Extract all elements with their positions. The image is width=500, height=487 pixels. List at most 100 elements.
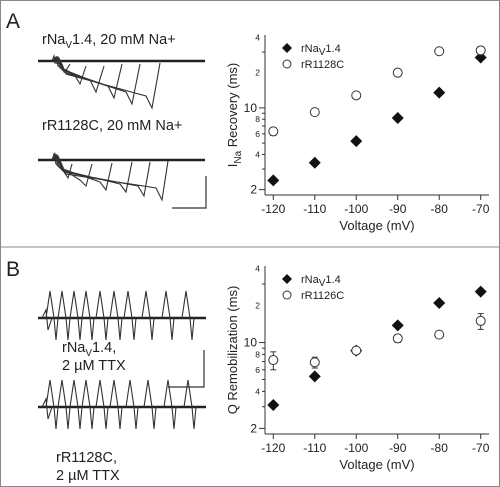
legend-marker-diamond [282,274,292,284]
trace-b2-spike [163,379,177,430]
legend-label: rNaV1.4 [301,43,341,58]
trace-b2-artifact [41,397,53,420]
chart-a: -120 -110 -100 -90 -80 -70 2 10 4 6 8 2 4 Voltage (mV… [225,32,490,233]
trace-b2-spike [69,379,83,430]
trace-b1-spike [57,290,71,341]
scale-bar-b [168,350,205,388]
data-point-diamond [308,370,321,383]
trace-a1-sweeps [51,53,161,110]
x-tick-label: -90 [389,441,407,455]
y-minor-tick-label: 2 [255,301,260,311]
trace-b1-spike [181,290,195,341]
trace-b2 [38,379,206,430]
trace-b1-spike [45,290,59,341]
trace-b2-label-line2: 2 µM TTX [56,468,120,484]
data-point-circle [434,46,445,57]
panel-b-letter: B [6,258,20,281]
data-point-circle [475,45,486,56]
trace-b1-spike [81,290,95,341]
x-tick-label: -70 [472,202,490,216]
legend-marker-circle [282,59,292,69]
trace-b2-spike [95,379,109,430]
trace-b2-label-line1: rR1128C, [56,450,117,466]
y-minor-tick-label: 6 [255,129,260,139]
y-tick-label: 2 [250,421,257,435]
data-point-diamond [391,111,404,124]
x-axis-label: Voltage (mV) [339,457,414,472]
trace-b2-spike [183,379,197,430]
data-point-diamond [267,174,280,187]
y-minor-tick-label: 8 [255,349,260,359]
data-point-circle [351,345,362,356]
trace-a2-label: rR1128C, 20 mM Na+ [42,118,182,134]
data-point-circle [309,357,320,368]
y-minor-tick-label: 8 [255,114,260,124]
data-point-diamond [433,86,446,99]
trace-b2-spike [45,379,59,430]
trace-b2-spike [109,379,123,430]
y-tick-label: 10 [244,101,258,115]
data-point-diamond [267,399,280,412]
data-point-circle [268,355,279,366]
y-minor-tick-label: 4 [255,32,260,42]
y-minor-tick-label: 4 [255,386,260,396]
trace-a1 [38,53,205,110]
y-minor-tick-label: 4 [255,264,260,274]
data-point-circle [351,90,362,101]
panel-a-letter: A [6,10,20,33]
y-minor-tick-label: 6 [255,365,260,375]
trace-b1-spike [141,290,155,341]
trace-b1-spike [69,290,83,341]
data-point-circle [392,333,403,344]
chart-b: -120 -110 -100 -90 -80 -70 2 10 4 6 8 2 4 Voltage (mV… [225,264,490,472]
x-tick-label: -100 [344,202,368,216]
y-axis-label: Q Remobilization (ms) [225,286,240,415]
x-tick-label: -80 [431,441,449,455]
trace-b1-spike [109,290,123,341]
data-point-diamond [433,296,446,309]
data-point-circle [475,315,486,326]
legend-label: rR1128C [301,59,344,71]
trace-b1-artifact [41,308,53,331]
x-tick-label: -110 [303,202,326,216]
trace-b2-spike [125,379,139,430]
data-point-circle [434,329,445,340]
legend-marker-diamond [282,43,292,53]
x-tick-label: -90 [389,202,407,216]
x-tick-label: -110 [303,441,326,455]
trace-b2-spike [81,379,95,430]
trace-b2-spike [143,379,157,430]
x-axis-label: Voltage (mV) [339,218,414,233]
trace-b1 [38,290,206,341]
y-tick-label: 2 [250,183,257,197]
x-tick-label: -120 [261,441,285,455]
y-minor-tick-label: 4 [255,149,260,159]
trace-a2 [38,151,205,202]
y-axis-label: INa Recovery (ms) [225,63,244,168]
data-point-circle [392,67,403,78]
legend-label: rNaV1.4 [301,274,341,289]
trace-b2-spike [57,379,71,430]
data-point-diamond [391,319,404,332]
legend-marker-circle [282,290,292,300]
trace-b1-spike [161,290,175,341]
data-point-circle [268,126,279,137]
trace-b1-label-line1: rNaV1.4, [62,340,116,359]
x-tick-label: -70 [472,441,490,455]
x-tick-label: -80 [431,202,449,216]
scale-bar-a [172,176,207,209]
data-point-diamond [350,135,363,148]
x-tick-label: -100 [344,441,368,455]
x-tick-label: -120 [261,202,285,216]
data-point-circle [309,107,320,118]
y-minor-tick-label: 2 [255,68,260,78]
legend-label: rR1126C [301,290,344,302]
trace-a2-sweeps [51,151,169,202]
trace-b1-label-line2: 2 µM TTX [62,358,126,374]
data-point-diamond [474,285,487,298]
trace-a1-label: rNaV1.4, 20 mM Na+ [42,32,176,51]
trace-b1-spike [95,290,109,341]
data-point-diamond [308,156,321,169]
